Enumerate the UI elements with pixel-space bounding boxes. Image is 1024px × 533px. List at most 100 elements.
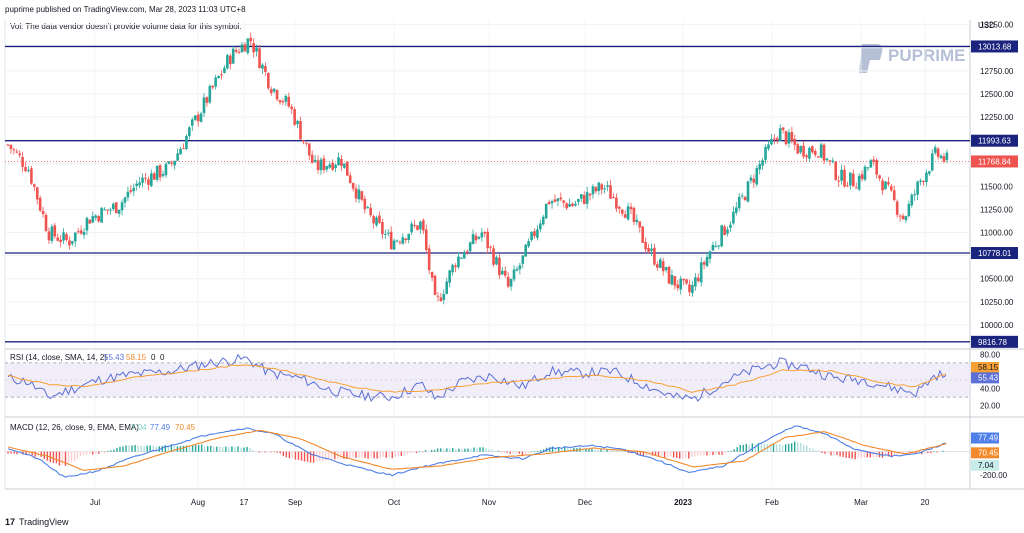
candle-down [305, 142, 308, 144]
candle-up [255, 47, 258, 52]
macd-histogram-bar [787, 443, 790, 452]
candle-down [600, 184, 604, 190]
macd-histogram-bar [742, 444, 744, 452]
candle-down [237, 51, 241, 53]
macd-histogram-bar [446, 448, 448, 452]
candle-down [38, 197, 42, 211]
macd-histogram-bar [600, 449, 602, 452]
macd-histogram-bar [470, 448, 472, 452]
candle-up [109, 209, 112, 211]
macd-histogram-bar [216, 446, 218, 452]
macd-histogram-bar [657, 451, 660, 457]
macd-histogram-bar [645, 451, 648, 456]
candle-down [416, 225, 419, 230]
macd-hist-legend-value: 7.04 [131, 423, 147, 432]
candle-down [275, 90, 279, 100]
candle-down [299, 121, 302, 140]
brand-name: PUPRIME [888, 46, 965, 65]
candle-up [524, 244, 528, 257]
macd-histogram-bar [733, 449, 735, 452]
candle-down [837, 180, 840, 182]
candle-up [325, 166, 329, 170]
macd-histogram-bar [902, 451, 905, 454]
candle-down [345, 161, 349, 176]
candle-down [424, 229, 428, 250]
candle-up [658, 259, 662, 268]
candle-down [59, 239, 62, 242]
candle-down [790, 132, 794, 141]
candle-down [901, 215, 905, 220]
macd-histogram-bar [249, 447, 251, 452]
macd-histogram-bar [521, 451, 524, 456]
candle-down [781, 127, 785, 131]
macd-histogram-bar [933, 451, 935, 453]
level-tag [971, 134, 1018, 147]
candle-down [676, 284, 680, 289]
puprime-logo: PUPRIME [859, 44, 965, 73]
macd-histogram-bar [367, 451, 369, 459]
candle-down [588, 193, 592, 196]
macd-histogram-bar [924, 451, 926, 453]
macd-histogram-bar [58, 451, 61, 466]
candle-up [185, 135, 188, 149]
macd-histogram-bar [95, 451, 97, 454]
macd-histogram-bar [915, 451, 917, 454]
macd-histogram-bar [10, 451, 12, 454]
macd-histogram-bar [806, 445, 808, 452]
candle-down [378, 215, 381, 223]
candle-down [6, 144, 10, 146]
macd-title: MACD (12, 26, close, 9, EMA, EMA) [10, 423, 139, 432]
candle-down [773, 138, 776, 140]
candle-down [322, 158, 326, 171]
macd-histogram-bar [113, 449, 115, 452]
macd-histogram-bar [134, 445, 136, 452]
candle-down [667, 266, 671, 284]
macd-histogram-bar [464, 448, 466, 452]
macd-tag [971, 432, 999, 444]
macd-histogram-bar [206, 446, 209, 452]
candle-down [834, 161, 838, 180]
candle-up [928, 171, 931, 174]
candle-up [120, 202, 124, 211]
macd-histogram-bar [942, 450, 944, 452]
macd-tag-label: 77.49 [978, 434, 999, 443]
macd-histogram-bar [28, 451, 30, 455]
candle-down [843, 169, 846, 187]
macd-histogram-bar [700, 451, 702, 456]
candle-up [884, 181, 887, 190]
macd-pane: -200.00 77.49 70.45 7.04 [5, 425, 1008, 480]
macd-histogram-bar [261, 451, 263, 453]
candle-down [553, 199, 557, 202]
macd-histogram-bar [110, 450, 112, 452]
candle-up [173, 160, 177, 166]
candle-up [737, 196, 741, 209]
macd-histogram-bar [358, 451, 360, 458]
macd-histogram-bar [391, 451, 393, 459]
macd-histogram-bar [397, 451, 400, 456]
macd-histogram-bar [775, 444, 778, 452]
candle-down [898, 215, 902, 217]
macd-histogram-bar [361, 451, 363, 458]
candle-up [591, 186, 595, 195]
macd-histogram-bar [92, 451, 94, 455]
candle-up [91, 216, 95, 223]
time-tick-label: 2023 [674, 498, 692, 507]
candle-down [290, 106, 294, 110]
currency-label: USD [978, 21, 995, 30]
macd-histogram-bar [812, 448, 814, 452]
candle-down [404, 238, 408, 241]
candle-down [506, 276, 510, 287]
macd-histogram-bar [884, 451, 887, 457]
candle-down [68, 240, 71, 246]
candle-down [813, 150, 817, 156]
macd-histogram-bar [101, 451, 103, 453]
macd-histogram-bar [331, 451, 333, 459]
macd-histogram-bar [721, 451, 723, 455]
candle-down [489, 246, 492, 248]
candle-up [471, 234, 475, 245]
candle-down [922, 181, 925, 183]
candle-down [363, 198, 367, 210]
macd-histogram-bar [869, 451, 872, 458]
candle-up [313, 159, 317, 162]
